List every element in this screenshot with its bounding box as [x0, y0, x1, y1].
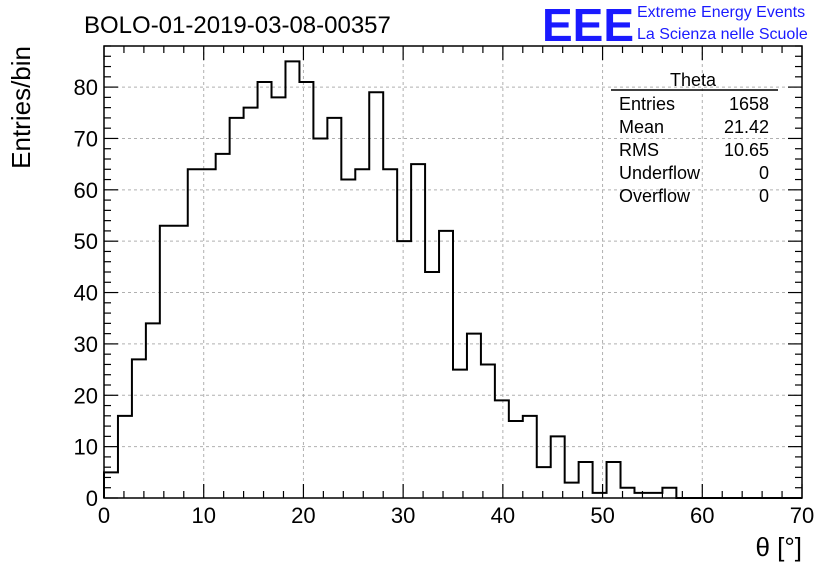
chart-title: BOLO-01-2019-03-08-00357	[84, 12, 391, 39]
x-tick-label: 20	[291, 503, 315, 528]
stats-value: 21.42	[724, 117, 769, 137]
x-axis-label: θ [°]	[755, 532, 802, 562]
y-tick-label: 20	[74, 383, 98, 408]
x-tick-label: 40	[491, 503, 515, 528]
y-tick-labels: 0 10 20 30 40 50 60 70 80	[74, 75, 98, 511]
stats-label: Underflow	[619, 163, 701, 183]
stats-label: RMS	[619, 140, 659, 160]
y-axis-label: Entries/bin	[6, 46, 36, 169]
histogram-outline	[103, 60, 802, 499]
y-tick-label: 30	[74, 332, 98, 357]
x-tick-label: 60	[690, 503, 714, 528]
x-tick-label: 0	[98, 503, 110, 528]
y-tick-label: 10	[74, 435, 98, 460]
stats-value: 0	[759, 186, 769, 206]
x-tick-label: 30	[391, 503, 415, 528]
y-tick-label: 50	[74, 229, 98, 254]
stats-value: 1658	[729, 94, 769, 114]
axis-ticks	[103, 45, 803, 499]
logo-line-1: Extreme Energy Events	[637, 4, 805, 21]
stats-label: Overflow	[619, 186, 691, 206]
x-tick-labels: 0 10 20 30 40 50 60 70	[98, 503, 814, 528]
x-tick-label: 70	[790, 503, 814, 528]
x-tick-label: 50	[590, 503, 614, 528]
y-tick-label: 0	[86, 486, 98, 511]
stats-value: 10.65	[724, 140, 769, 160]
eee-logo-letters: EEE	[542, 0, 634, 51]
stats-rows: Entries 1658 Mean 21.42 RMS 10.65 Underflow 0 Ov…	[619, 94, 769, 206]
stats-label: Entries	[619, 94, 675, 114]
stats-label: Mean	[619, 117, 664, 137]
logo-line-2: La Scienza nelle Scuole	[637, 26, 808, 43]
x-tick-label: 10	[191, 503, 215, 528]
stats-box: Theta Entries 1658 Mean 21.42 RMS 10.65 Underf…	[611, 70, 778, 206]
y-tick-label: 70	[74, 126, 98, 151]
y-tick-label: 80	[74, 75, 98, 100]
y-tick-label: 40	[74, 281, 98, 306]
stats-value: 0	[759, 163, 769, 183]
stats-title: Theta	[670, 70, 717, 90]
y-tick-label: 60	[74, 178, 98, 203]
